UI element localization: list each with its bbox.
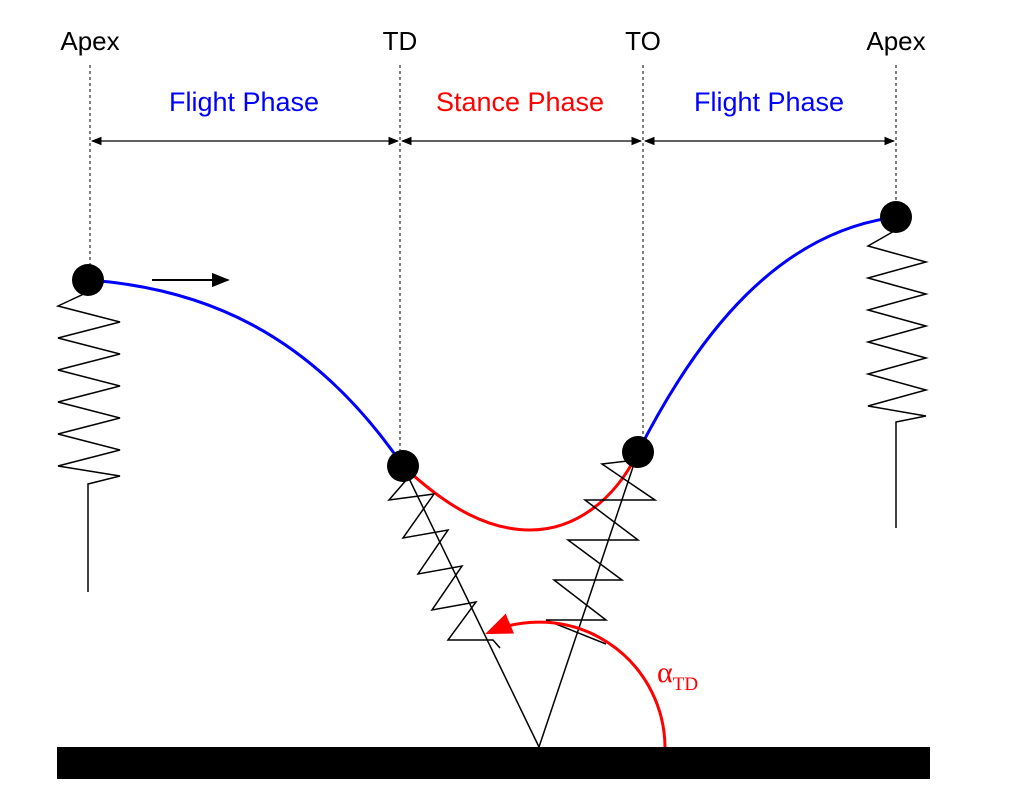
leg-apex-left — [55, 280, 121, 592]
angle-symbol: α — [657, 656, 673, 689]
phase-label-flight-2: Flight Phase — [694, 87, 844, 117]
stance-trajectory — [401, 451, 640, 532]
mass-takeoff — [622, 436, 654, 468]
event-label-takeoff: TO — [625, 26, 661, 56]
phase-label-flight-1: Flight Phase — [169, 87, 319, 117]
spring-touchdown — [387, 465, 501, 649]
angle-subscript: TD — [673, 674, 698, 695]
leg-line-takeoff — [538, 451, 639, 748]
event-guide-lines — [89, 65, 897, 460]
flight-trajectory-2 — [636, 215, 897, 453]
event-label-apex-right: Apex — [866, 26, 925, 56]
ground-bar — [57, 747, 930, 779]
leg-takeoff — [538, 451, 658, 748]
phase-label-stance: Stance Phase — [436, 87, 604, 117]
leg-touchdown — [387, 465, 540, 748]
mass-apex-left — [72, 264, 104, 296]
event-label-apex-left: Apex — [60, 26, 119, 56]
event-label-touchdown: TD — [383, 26, 418, 56]
spring-takeoff — [545, 459, 658, 645]
angle-of-attack-label: αTD — [657, 656, 698, 695]
leg-line-touchdown — [402, 465, 540, 748]
mass-touchdown — [387, 450, 419, 482]
leg-apex-right — [865, 217, 929, 528]
spring-apex-left — [55, 280, 121, 592]
point-masses — [72, 201, 912, 482]
flight-trajectory-1 — [87, 278, 405, 467]
mass-apex-right — [880, 201, 912, 233]
spring-apex-right — [865, 217, 929, 528]
angle-of-attack-arc — [485, 613, 667, 748]
